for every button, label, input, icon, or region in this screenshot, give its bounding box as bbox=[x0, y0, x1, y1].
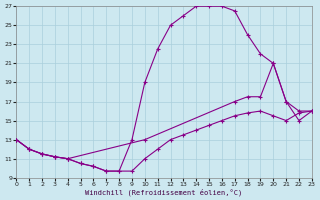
X-axis label: Windchill (Refroidissement éolien,°C): Windchill (Refroidissement éolien,°C) bbox=[85, 188, 243, 196]
